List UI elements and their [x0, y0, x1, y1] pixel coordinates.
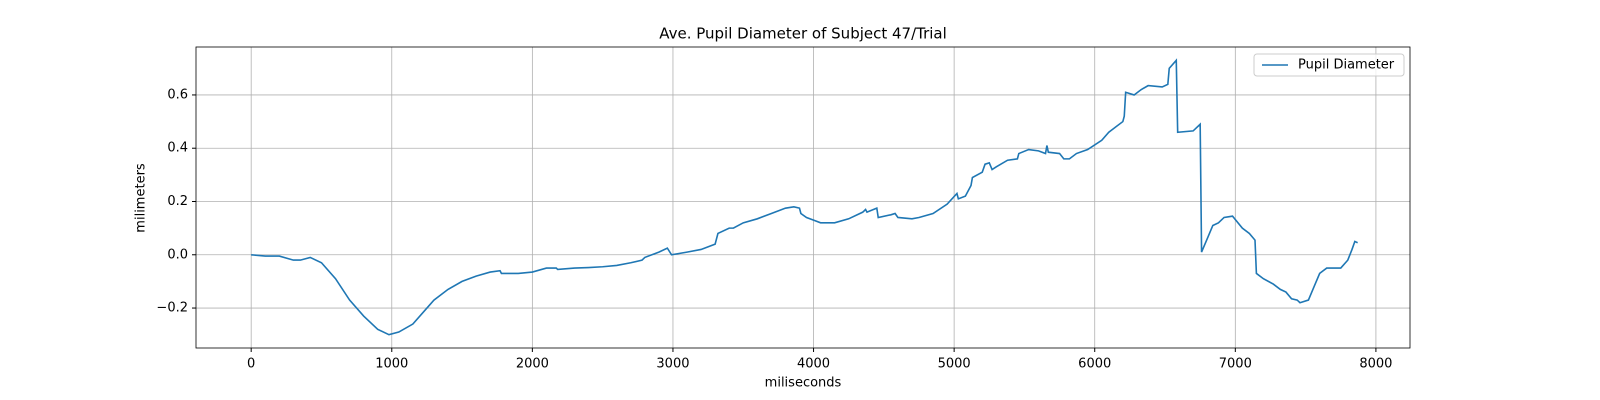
x-tick-label: 6000 [1078, 357, 1111, 372]
chart-title: Ave. Pupil Diameter of Subject 47/Trial [659, 25, 947, 43]
data-line [251, 58, 1358, 336]
legend-label: Pupil Diameter [1298, 58, 1395, 73]
y-tick-label: 0.6 [167, 87, 188, 102]
legend-box [1253, 53, 1405, 77]
y-tick-label: −0.2 [156, 301, 188, 316]
y-tick-label: 0.4 [167, 141, 188, 156]
y-tick-label: 0.0 [167, 247, 188, 262]
x-tick-label: 8000 [1359, 357, 1392, 372]
x-tick-label: 7000 [1219, 357, 1252, 372]
x-tick-label: 2000 [516, 357, 549, 372]
plot-frame [195, 46, 1411, 349]
x-tick-label: 5000 [938, 357, 971, 372]
x-tick-label: 4000 [797, 357, 830, 372]
y-tick-label: 0.2 [167, 194, 188, 209]
y-axis-label: milimeters [134, 163, 149, 233]
x-tick-label: 0 [247, 357, 255, 372]
x-tick-label: 1000 [375, 357, 408, 372]
x-axis-label: miliseconds [765, 376, 842, 391]
x-tick-label: 3000 [656, 357, 689, 372]
